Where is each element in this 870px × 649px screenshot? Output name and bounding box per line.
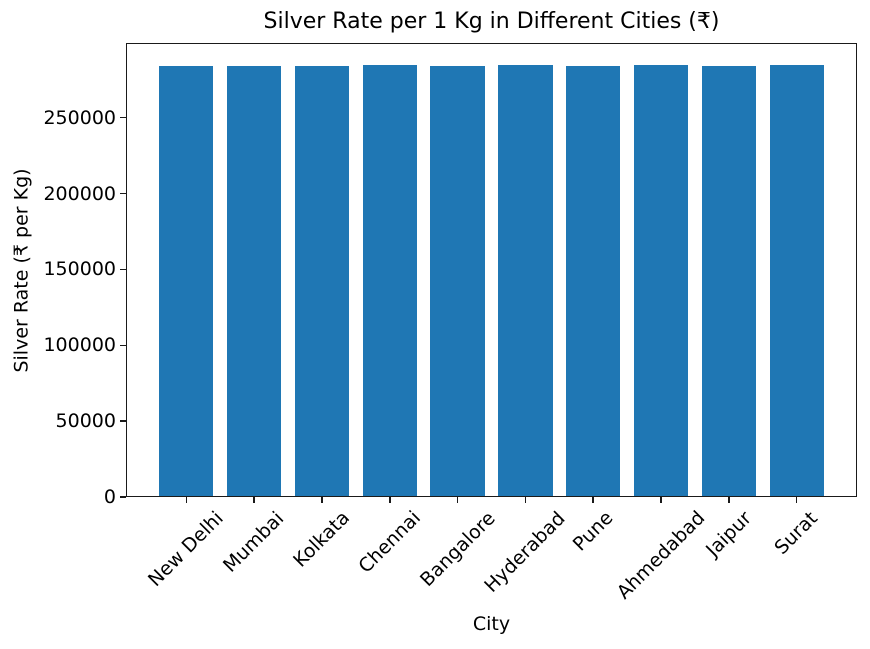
x-tick-mark [795, 497, 798, 503]
x-tick-label-mumbai: Mumbai [219, 507, 289, 577]
y-tick-label: 100000 [43, 334, 116, 357]
x-tick-mark [728, 497, 730, 503]
x-tick-label-kolkata: Kolkata [289, 507, 354, 572]
x-tick-label-surat: Surat [770, 506, 823, 559]
x-tick-mark [253, 497, 255, 503]
x-tick-label-hyderabad: Hyderabad [480, 507, 570, 597]
chart-title: Silver Rate per 1 Kg in Different Cities… [263, 9, 720, 34]
x-tick-label-pune: Pune [568, 507, 618, 556]
y-tick-label: 200000 [43, 182, 116, 205]
x-tick-label-ahmedabad: Ahmedabad [612, 507, 709, 604]
y-axis-label: Silver Rate (₹ per Kg) [10, 168, 33, 373]
plot-area [126, 43, 857, 497]
y-tick-label: 150000 [43, 258, 116, 281]
x-tick-label-chennai: Chennai [354, 506, 425, 578]
x-axis-label: City [472, 613, 511, 635]
x-tick-mark [321, 497, 323, 503]
x-tick-label-new-delhi: New Delhi [144, 506, 229, 591]
x-tick-label-jaipur: Jaipur [701, 506, 756, 561]
x-tick-mark [456, 497, 459, 503]
y-tick-label: 250000 [43, 106, 116, 129]
x-tick-mark [592, 497, 594, 503]
x-tick-mark [185, 497, 188, 503]
x-tick-label-bangalore: Bangalore [415, 506, 500, 591]
x-tick-mark [524, 497, 527, 503]
x-tick-mark [389, 497, 391, 503]
x-tick-mark [660, 497, 662, 503]
y-tick-label: 0 [103, 486, 116, 508]
y-tick-label: 50000 [55, 410, 116, 433]
